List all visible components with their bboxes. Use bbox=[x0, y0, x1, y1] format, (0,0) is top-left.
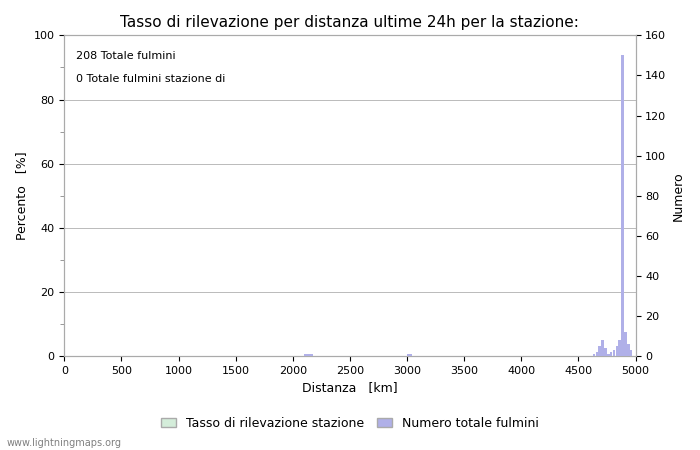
Bar bbox=[601, 340, 604, 356]
Bar bbox=[604, 348, 607, 356]
Bar bbox=[598, 346, 601, 356]
Bar bbox=[622, 55, 624, 356]
Y-axis label: Percento   [%]: Percento [%] bbox=[15, 152, 28, 240]
Bar bbox=[310, 354, 312, 356]
Bar bbox=[615, 346, 618, 356]
Bar bbox=[596, 352, 598, 356]
Bar bbox=[307, 354, 309, 356]
Bar bbox=[593, 354, 595, 356]
Bar bbox=[410, 354, 412, 356]
Bar bbox=[407, 354, 410, 356]
Legend: Tasso di rilevazione stazione, Numero totale fulmini: Tasso di rilevazione stazione, Numero to… bbox=[156, 412, 544, 435]
Bar bbox=[607, 354, 610, 356]
Bar bbox=[624, 332, 626, 356]
Text: 0 Totale fulmini stazione di: 0 Totale fulmini stazione di bbox=[76, 74, 225, 84]
X-axis label: Distanza   [km]: Distanza [km] bbox=[302, 382, 398, 395]
Bar bbox=[630, 350, 633, 356]
Bar bbox=[619, 340, 621, 356]
Title: Tasso di rilevazione per distanza ultime 24h per la stazione:: Tasso di rilevazione per distanza ultime… bbox=[120, 15, 580, 30]
Bar bbox=[612, 350, 615, 356]
Y-axis label: Numero: Numero bbox=[672, 171, 685, 220]
Text: 208 Totale fulmini: 208 Totale fulmini bbox=[76, 51, 175, 61]
Bar bbox=[610, 352, 612, 356]
Bar bbox=[627, 344, 629, 356]
Text: www.lightningmaps.org: www.lightningmaps.org bbox=[7, 438, 122, 448]
Bar bbox=[304, 354, 307, 356]
